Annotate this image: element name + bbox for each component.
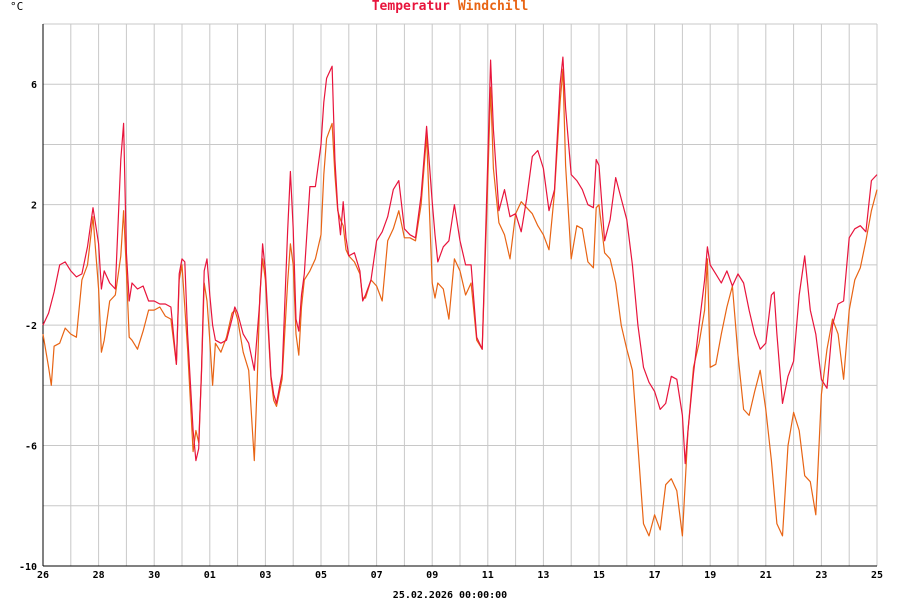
x-tick-label: 09 [426,570,438,581]
x-tick-label: 11 [482,570,494,581]
timestamp-footer: 25.02.2026 00:00:00 [392,590,508,601]
legend-temperatur: Temperatur [371,0,450,14]
x-tick-label: 13 [537,570,549,581]
x-tick-label: 19 [704,570,716,581]
x-tick-label: 03 [259,570,271,581]
series-line-temperatur [42,56,878,465]
y-tick-label: -10 [19,562,37,573]
x-tick-label: 30 [148,570,160,581]
x-tick-label: 26 [37,570,49,581]
legend-windchill: Windchill [457,0,529,14]
y-tick-label: -6 [25,442,37,453]
y-tick-label: 2 [31,201,37,212]
series-line-windchill [42,68,878,537]
x-tick-label: 21 [760,570,772,581]
x-tick-label: 23 [815,570,827,581]
y-tick-label: 6 [31,80,37,91]
y-tick-label: -2 [25,321,37,332]
legend: Temperatur Windchill [0,0,900,14]
x-tick-label: 28 [93,570,105,581]
y-unit-label: °C [10,0,24,13]
x-tick-label: 01 [204,570,216,581]
x-tick-label: 25 [871,570,883,581]
x-tick-label: 15 [593,570,605,581]
x-tick-label: 07 [371,570,383,581]
x-tick-label: 05 [315,570,327,581]
x-tick-label: 17 [649,570,661,581]
